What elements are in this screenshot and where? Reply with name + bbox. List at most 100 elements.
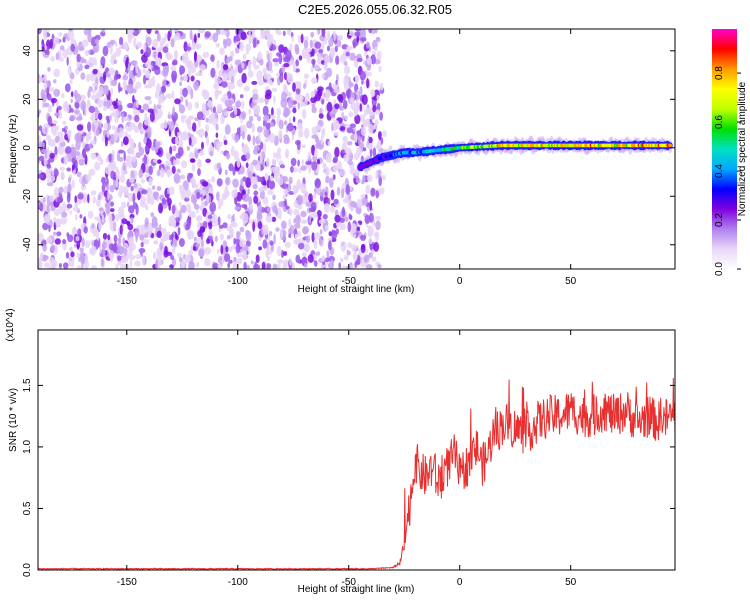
noise-blob bbox=[90, 190, 97, 196]
noise-blob bbox=[248, 62, 252, 72]
noise-blob bbox=[334, 45, 338, 53]
noise-blob bbox=[108, 243, 115, 251]
noise-blob bbox=[107, 189, 110, 201]
noise-blob bbox=[154, 90, 159, 99]
noise-blob bbox=[73, 206, 79, 212]
noise-blob bbox=[257, 80, 264, 86]
track-core bbox=[668, 143, 673, 148]
noise-blob bbox=[135, 63, 139, 74]
noise-blob bbox=[106, 184, 110, 192]
noise-blob bbox=[346, 141, 353, 146]
noise-blob bbox=[321, 40, 325, 50]
noise-blob bbox=[297, 94, 304, 102]
noise-blob bbox=[119, 36, 124, 46]
noise-blob bbox=[67, 129, 72, 135]
noise-blob bbox=[353, 233, 357, 238]
noise-blob bbox=[310, 66, 314, 73]
noise-blob bbox=[209, 143, 213, 151]
noise-blob bbox=[53, 79, 57, 84]
noise-blob bbox=[38, 260, 43, 269]
noise-blob bbox=[256, 126, 263, 133]
noise-blob bbox=[239, 94, 244, 99]
noise-blob bbox=[328, 237, 333, 242]
noise-blob bbox=[83, 226, 88, 234]
noise-blob bbox=[229, 227, 234, 237]
noise-blob bbox=[67, 183, 72, 193]
noise-blob bbox=[160, 122, 165, 130]
noise-blob bbox=[240, 178, 244, 186]
noise-blob bbox=[295, 88, 301, 95]
noise-blob bbox=[339, 257, 344, 263]
noise-blob bbox=[119, 224, 123, 235]
noise-blob bbox=[339, 217, 345, 223]
noise-blob bbox=[325, 257, 330, 263]
noise-blob bbox=[53, 88, 61, 97]
noise-blob bbox=[241, 100, 245, 109]
noise-blob bbox=[57, 105, 62, 111]
noise-blob bbox=[240, 31, 247, 40]
noise-blob bbox=[118, 149, 125, 154]
noise-blob bbox=[322, 72, 329, 81]
colorbar: 0.0 0.2 0.4 0.6 0.8 Normalized spectral ampl… bbox=[712, 29, 748, 276]
noise-blob bbox=[61, 211, 68, 218]
noise-blob bbox=[109, 44, 113, 55]
noise-blob bbox=[297, 129, 304, 138]
noise-blob bbox=[65, 251, 70, 259]
noise-blob bbox=[128, 241, 134, 246]
noise-blob bbox=[349, 214, 353, 221]
noise-blob bbox=[150, 212, 155, 218]
noise-blob bbox=[148, 177, 153, 187]
noise-blob bbox=[129, 259, 133, 268]
noise-blob bbox=[57, 145, 62, 151]
noise-blob bbox=[80, 249, 84, 260]
noise-blob bbox=[58, 205, 63, 214]
noise-blob bbox=[174, 208, 180, 218]
noise-blob bbox=[333, 83, 340, 89]
noise-blob bbox=[174, 98, 181, 105]
noise-blob bbox=[306, 52, 311, 64]
noise-blob bbox=[297, 124, 304, 131]
noise-blob bbox=[156, 57, 162, 68]
noise-blob bbox=[104, 136, 108, 147]
noise-blob bbox=[81, 237, 85, 248]
noise-blob bbox=[246, 120, 253, 129]
noise-blob bbox=[298, 242, 305, 250]
noise-blob bbox=[297, 35, 301, 44]
noise-blob bbox=[153, 51, 157, 59]
noise-blob bbox=[261, 185, 268, 191]
noise-blob bbox=[177, 131, 181, 137]
noise-blob bbox=[188, 132, 191, 138]
noise-blob bbox=[223, 38, 226, 46]
noise-blob bbox=[252, 56, 257, 67]
noise-blob bbox=[55, 218, 62, 228]
noise-blob bbox=[173, 159, 177, 167]
noise-blob bbox=[85, 173, 92, 182]
noise-blob bbox=[218, 69, 223, 77]
noise-blob bbox=[115, 173, 120, 180]
noise-blob bbox=[132, 192, 136, 204]
noise-blob bbox=[171, 165, 176, 174]
noise-blob bbox=[270, 175, 274, 182]
noise-blob bbox=[74, 133, 80, 143]
noise-blob bbox=[246, 264, 250, 269]
noise-blob bbox=[283, 189, 289, 195]
noise-blob bbox=[334, 214, 341, 223]
noise-blob bbox=[170, 38, 175, 48]
noise-blob bbox=[190, 88, 194, 100]
noise-blob bbox=[187, 68, 192, 78]
noise-blob bbox=[288, 233, 292, 238]
noise-blob bbox=[311, 232, 315, 243]
noise-blob bbox=[214, 74, 218, 84]
noise-blob bbox=[318, 113, 324, 119]
noise-blob bbox=[179, 81, 183, 87]
noise-blob bbox=[242, 130, 245, 140]
noise-blob bbox=[175, 152, 182, 159]
noise-blob bbox=[33, 220, 37, 229]
noise-blob bbox=[215, 42, 221, 48]
noise-blob bbox=[327, 140, 331, 147]
noise-blob bbox=[109, 184, 115, 193]
colorbar-gradient bbox=[712, 29, 737, 269]
noise-blob bbox=[195, 262, 200, 268]
noise-blob bbox=[142, 103, 150, 111]
noise-blob bbox=[300, 165, 307, 171]
